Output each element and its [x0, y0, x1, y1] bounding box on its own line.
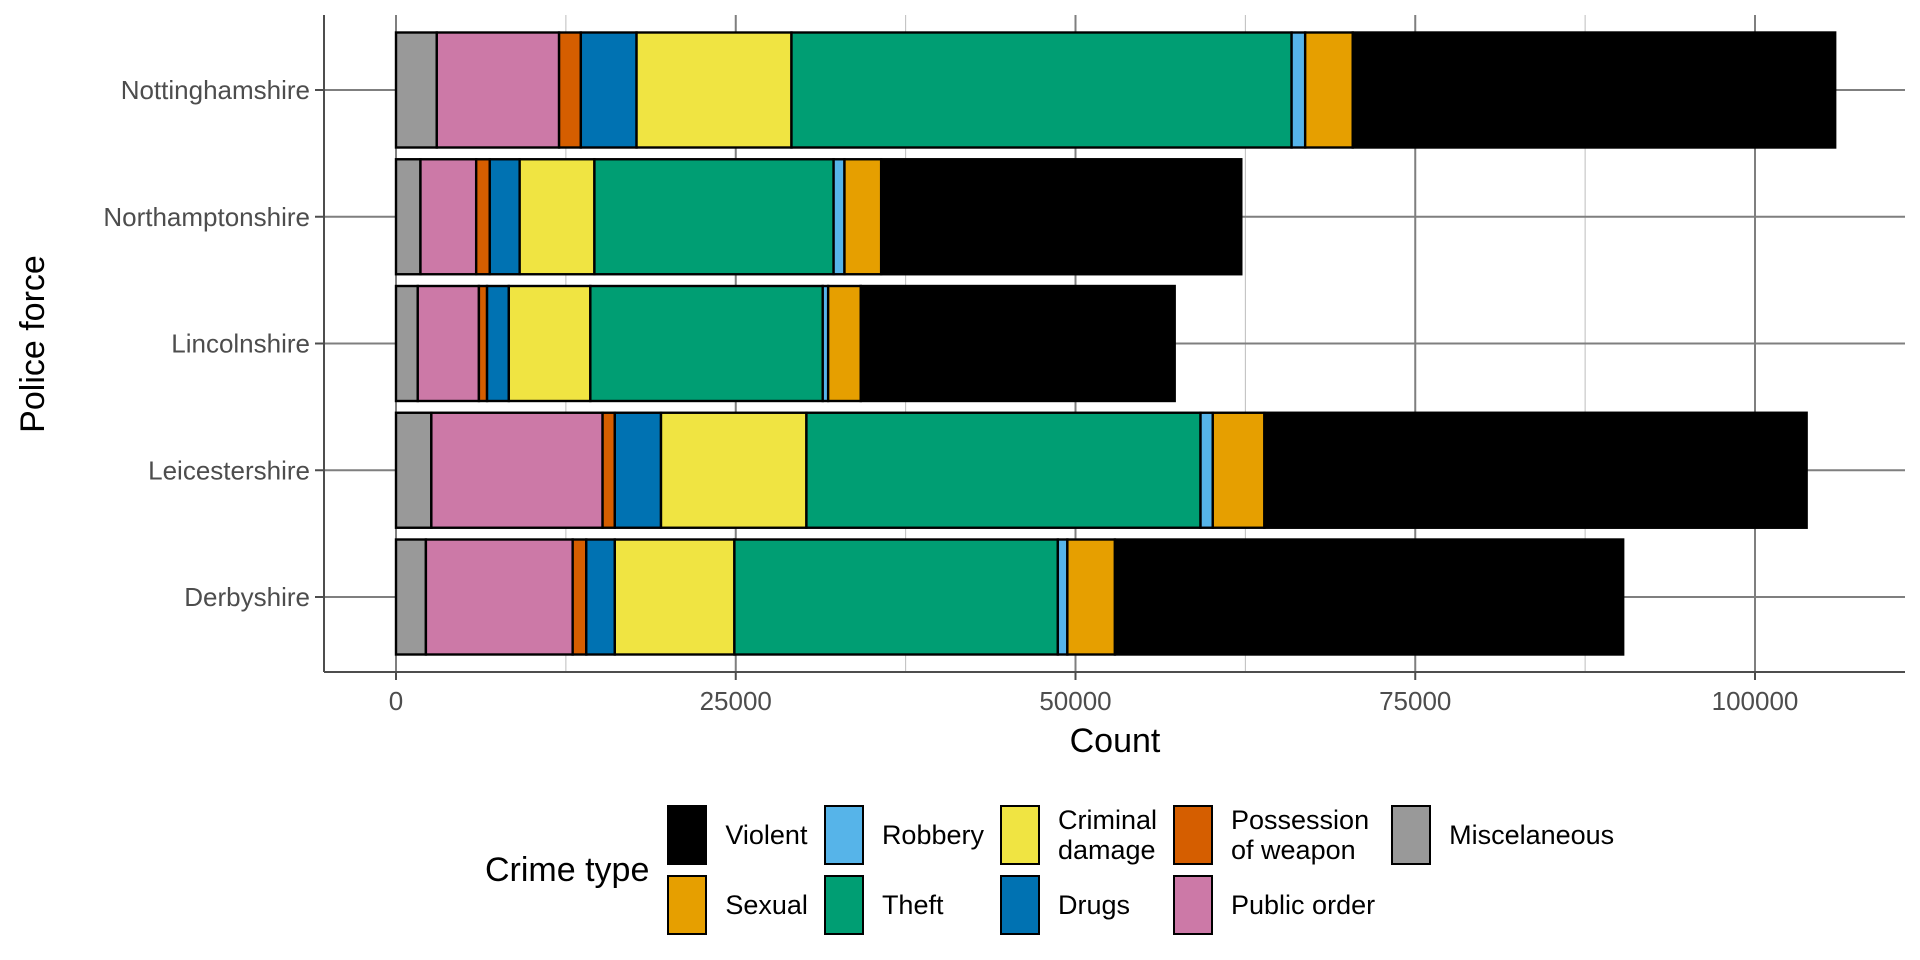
bar-northamptonshire-criminal-damage: [518, 158, 596, 276]
y-tick-label-northamptonshire: Northamptonshire: [103, 202, 310, 232]
bar-nottinghamshire-possession-of-weapon: [557, 31, 583, 149]
bar-lincolnshire-sexual: [826, 284, 862, 403]
bar-derbyshire-public-order: [424, 538, 574, 656]
legend-swatch-robbery: [823, 805, 864, 865]
legend-item-miscelaneous: Miscelaneous: [1391, 800, 1614, 870]
legend-label-public-order: Public order: [1231, 890, 1376, 920]
bar-leicestershire-robbery: [1199, 411, 1214, 529]
bar-derbyshire-miscelaneous: [394, 538, 428, 656]
bar-derbyshire-criminal-damage: [613, 538, 736, 656]
bar-lincolnshire-miscelaneous: [394, 284, 419, 403]
legend-title: Crime type: [485, 850, 650, 889]
bar-leicestershire-theft: [805, 411, 1202, 529]
bar-nottinghamshire-robbery: [1290, 31, 1307, 149]
legend-item-robbery: Robbery: [823, 800, 984, 870]
legend-label-robbery: Robbery: [881, 820, 984, 850]
x-tick-label-75000: 75000: [1379, 686, 1451, 716]
bar-northamptonshire-robbery: [832, 158, 846, 276]
legend-swatch-possession-of-weapon: [1173, 805, 1214, 865]
bar-northamptonshire-sexual: [843, 158, 883, 276]
legend-item-theft: Theft: [823, 870, 984, 940]
bar-lincolnshire-criminal-damage: [507, 284, 592, 403]
legend-item-public-order: Public order: [1173, 870, 1375, 940]
bar-derbyshire-drugs: [585, 538, 616, 656]
x-tick-label-100000: 100000: [1712, 686, 1799, 716]
legend-label-possession-of-weapon: Possession of weapon: [1231, 805, 1370, 865]
legend-swatch-violent: [667, 805, 708, 865]
bar-northamptonshire-possession-of-weapon: [474, 158, 491, 276]
legend-swatch-criminal-damage: [1000, 805, 1040, 865]
bar-derbyshire-sexual: [1066, 538, 1117, 656]
legend-item-violent: Violent: [667, 800, 808, 870]
bar-northamptonshire-miscelaneous: [394, 158, 422, 276]
bar-derbyshire-violent: [1113, 538, 1625, 656]
bar-leicestershire-drugs: [613, 411, 663, 529]
bar-nottinghamshire-theft: [790, 31, 1293, 149]
tick-labels: Nottinghamshire Northamptonshire Lincolnsh…: [103, 75, 1798, 716]
legend-label-drugs: Drugs: [1058, 890, 1131, 920]
legend-label-sexual: Sexual: [725, 890, 808, 920]
bar-derbyshire-possession-of-weapon: [571, 538, 588, 656]
bar-lincolnshire-violent: [859, 284, 1176, 403]
legend-swatch-public-order: [1173, 875, 1214, 935]
bar-leicestershire-criminal-damage: [659, 411, 808, 529]
bar-leicestershire-miscelaneous: [394, 411, 433, 529]
legend-swatch-theft: [823, 875, 864, 935]
bar-northamptonshire-violent: [879, 158, 1243, 276]
legend: Crime type Violent Sexual Robbery Theft …: [485, 800, 1614, 940]
y-tick-label-derbyshire: Derbyshire: [184, 582, 310, 612]
x-axis-title: Count: [1070, 722, 1161, 760]
y-tick-label-lincolnshire: Lincolnshire: [171, 329, 310, 359]
legend-item-criminal-damage: Criminal damage: [1000, 800, 1157, 870]
x-tick-label-0: 0: [389, 686, 403, 716]
y-tick-label-nottinghamshire: Nottinghamshire: [121, 75, 310, 105]
bar-nottinghamshire-public-order: [435, 31, 561, 149]
legend-swatch-miscelaneous: [1391, 805, 1432, 865]
bar-nottinghamshire-criminal-damage: [635, 31, 793, 149]
legend-item-sexual: Sexual: [667, 870, 808, 940]
bar-lincolnshire-public-order: [416, 284, 481, 403]
bar-derbyshire-theft: [733, 538, 1060, 656]
legend-item-possession-of-weapon: Possession of weapon: [1173, 800, 1375, 870]
legend-label-theft: Theft: [881, 890, 944, 920]
legend-item-drugs: Drugs: [1000, 870, 1157, 940]
bars: [394, 31, 1837, 656]
bar-nottinghamshire-drugs: [579, 31, 638, 149]
legend-label-miscelaneous: Miscelaneous: [1449, 820, 1615, 850]
legend-items: Violent Sexual Robbery Theft Criminal da…: [667, 800, 1614, 940]
bar-northamptonshire-drugs: [488, 158, 521, 276]
bar-nottinghamshire-violent: [1351, 31, 1837, 149]
legend-swatch-drugs: [1000, 875, 1040, 935]
y-axis-title: Police force: [14, 255, 52, 433]
bar-leicestershire-possession-of-weapon: [601, 411, 616, 529]
bar-leicestershire-violent: [1263, 411, 1808, 529]
bar-nottinghamshire-miscelaneous: [394, 31, 438, 149]
bar-leicestershire-sexual: [1211, 411, 1266, 529]
bar-lincolnshire-possession-of-weapon: [477, 284, 489, 403]
bar-nottinghamshire-sexual: [1303, 31, 1354, 149]
y-tick-label-leicestershire: Leicestershire: [148, 455, 310, 485]
legend-swatch-sexual: [667, 875, 708, 935]
bar-derbyshire-robbery: [1056, 538, 1069, 656]
bar-lincolnshire-theft: [589, 284, 824, 403]
bar-lincolnshire-drugs: [485, 284, 510, 403]
bar-northamptonshire-theft: [593, 158, 835, 276]
legend-label-violent: Violent: [725, 820, 808, 850]
bar-leicestershire-public-order: [430, 411, 604, 529]
x-tick-label-50000: 50000: [1039, 686, 1111, 716]
legend-label-criminal-damage: Criminal damage: [1058, 805, 1158, 865]
bar-northamptonshire-public-order: [419, 158, 478, 276]
x-tick-label-25000: 25000: [700, 686, 772, 716]
